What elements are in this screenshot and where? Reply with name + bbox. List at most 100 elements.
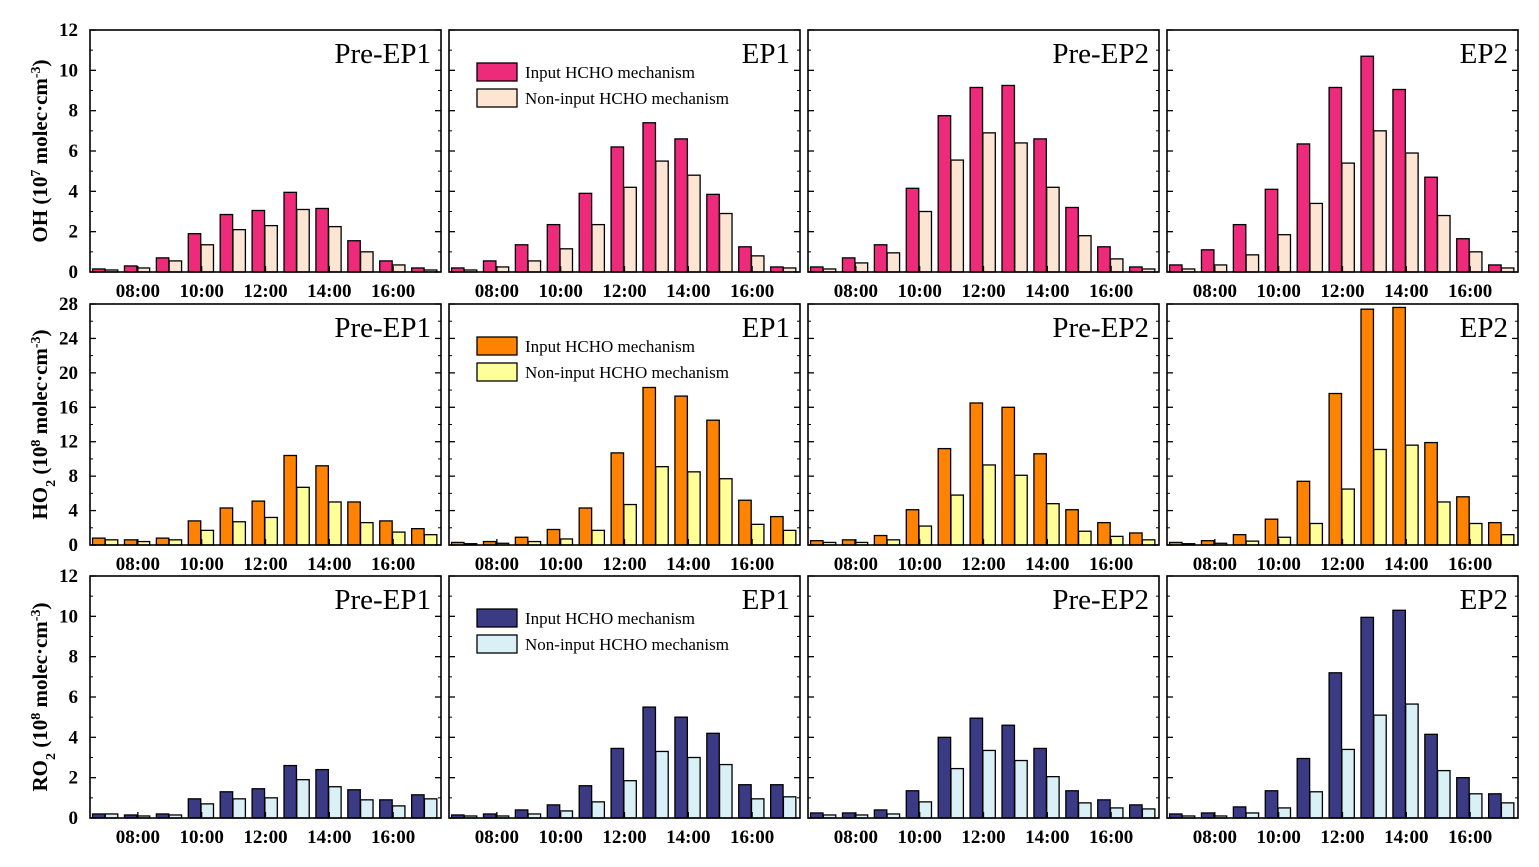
panel-label: EP1 <box>742 312 790 344</box>
legend-swatch <box>476 62 518 82</box>
panel-label: EP2 <box>1460 584 1508 616</box>
legend-swatch <box>476 362 518 382</box>
bar-non-input <box>1014 142 1028 273</box>
x-tick-label: 10:00 <box>180 281 224 302</box>
bar-non-input <box>750 798 765 819</box>
bar-input <box>514 244 529 273</box>
legend-entry: Input HCHO mechanism <box>525 337 695 356</box>
x-tick-label: 08:00 <box>1193 554 1237 575</box>
panel-label: Pre-EP1 <box>334 584 431 616</box>
bar-input <box>514 536 529 546</box>
x-tick-label: 14:00 <box>1025 281 1069 302</box>
bar-non-input <box>950 767 965 819</box>
bar-non-input <box>623 186 637 273</box>
bar-input <box>315 768 330 819</box>
x-tick-label: 08:00 <box>834 281 878 302</box>
bar-input <box>937 447 952 546</box>
bar-input <box>1456 777 1470 819</box>
bar-input <box>1392 609 1407 819</box>
x-tick-label: 08:00 <box>1193 281 1237 302</box>
panel: 08:00 10:00 12:00 14:00 16:00 EP1 Input HCHO m… <box>448 575 801 848</box>
x-tick-label: 14:00 <box>1384 554 1428 575</box>
bar-non-input <box>1309 791 1324 819</box>
y-tick-label: 8 <box>69 101 79 122</box>
bar-input <box>379 799 393 819</box>
bar-input <box>937 115 952 273</box>
bar-input <box>187 798 202 819</box>
x-tick-label: 10:00 <box>539 554 583 575</box>
y-tick-label: 16 <box>59 397 78 418</box>
bar-input <box>610 452 625 546</box>
bar-input <box>1328 86 1343 273</box>
bar-input <box>546 223 561 273</box>
bar-non-input <box>1109 258 1124 273</box>
panel-label: Pre-EP1 <box>334 312 431 344</box>
x-tick-label: 14:00 <box>307 554 351 575</box>
bar-input <box>283 191 298 273</box>
bar-non-input <box>423 798 438 819</box>
bar-input <box>1456 238 1470 273</box>
bar-input <box>1200 249 1215 273</box>
bar-non-input <box>200 244 215 273</box>
bar-input <box>155 257 170 273</box>
bar-input <box>1033 747 1048 819</box>
bar-input <box>251 209 266 273</box>
bar-non-input <box>200 529 215 546</box>
y-tick-label: 10 <box>59 606 78 627</box>
panel-label: EP2 <box>1460 38 1508 70</box>
bar-input <box>283 764 298 819</box>
bar-input <box>155 537 170 546</box>
bar-non-input <box>591 801 606 819</box>
bar-input <box>738 246 752 273</box>
bar-input <box>1392 306 1407 546</box>
bar-non-input <box>1309 522 1324 546</box>
bar-input <box>674 138 689 273</box>
panel-label: Pre-EP2 <box>1052 38 1149 70</box>
panel-label: Pre-EP2 <box>1052 584 1149 616</box>
bar-non-input <box>623 780 637 819</box>
bar-non-input <box>296 779 310 819</box>
bar-input <box>1001 406 1016 546</box>
panel-label: EP1 <box>742 584 790 616</box>
x-tick-label: 12:00 <box>602 827 646 848</box>
bar-input <box>642 706 657 819</box>
bar-input <box>873 244 888 273</box>
x-tick-label: 10:00 <box>180 827 224 848</box>
bar-input <box>123 265 138 273</box>
x-tick-label: 16:00 <box>1448 281 1492 302</box>
bar-input <box>1033 453 1048 546</box>
x-tick-label: 16:00 <box>1089 281 1133 302</box>
bar-input <box>219 213 234 273</box>
bar-input <box>769 515 784 546</box>
bar-non-input <box>655 160 669 273</box>
x-tick-label: 14:00 <box>666 281 710 302</box>
bar-input <box>1487 264 1502 273</box>
x-tick-label: 16:00 <box>1089 827 1133 848</box>
bar-input <box>1232 534 1247 546</box>
x-tick-label: 10:00 <box>1257 281 1301 302</box>
bar-input <box>347 789 361 819</box>
x-tick-label: 12:00 <box>1320 281 1364 302</box>
bar-input <box>187 233 202 273</box>
bar-non-input <box>655 750 669 819</box>
y-tick-label: 2 <box>69 222 79 243</box>
bar-non-input <box>391 531 406 546</box>
legend-entry: Non-input HCHO mechanism <box>525 89 729 108</box>
legend-swatch <box>476 634 518 654</box>
x-tick-label: 16:00 <box>371 554 415 575</box>
bar-input <box>251 788 266 819</box>
y-tick-label: 6 <box>69 141 79 162</box>
y-tick-label: 24 <box>59 328 79 349</box>
bar-input <box>1487 521 1502 546</box>
bar-input <box>347 501 361 546</box>
bar-input <box>1065 790 1079 819</box>
x-tick-label: 14:00 <box>307 281 351 302</box>
x-tick-label: 16:00 <box>371 281 415 302</box>
x-tick-label: 08:00 <box>475 554 519 575</box>
x-tick-label: 08:00 <box>834 827 878 848</box>
bar-non-input <box>623 503 637 546</box>
y-tick-label: 28 <box>59 294 78 315</box>
bar-non-input <box>264 516 278 546</box>
bar-input <box>969 717 984 819</box>
bar-non-input <box>982 749 996 819</box>
